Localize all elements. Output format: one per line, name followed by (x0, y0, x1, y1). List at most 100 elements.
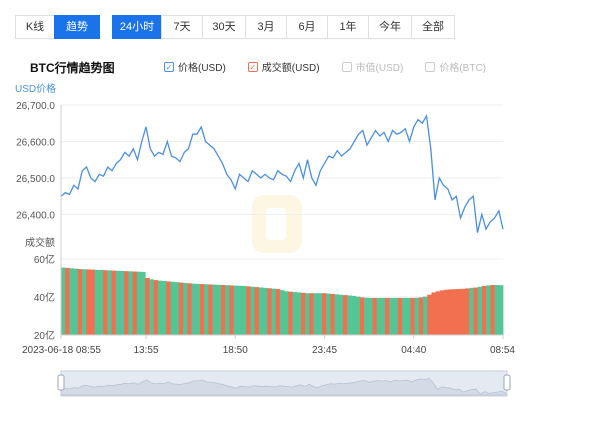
volume-bar (69, 268, 75, 335)
x-tick-label: 08:54 (490, 345, 515, 356)
volume-bar (423, 296, 428, 335)
volume-bar (330, 293, 336, 335)
volume-bar (448, 289, 453, 335)
volume-bar (258, 287, 264, 335)
volume-bar (124, 271, 129, 335)
volume-bar (498, 285, 504, 335)
volume-bar (220, 285, 226, 335)
volume-bar (321, 293, 327, 335)
volume-bar (431, 292, 437, 335)
x-tick-label: 04:40 (401, 345, 426, 356)
volume-bar (351, 295, 357, 335)
volume-bar (242, 285, 247, 335)
volume-bar (271, 288, 277, 335)
volume-bar (359, 297, 365, 335)
legend-marketcap-usd[interactable]: ✓ 市值(USD) (341, 59, 403, 74)
volume-bar (170, 281, 176, 335)
volume-bar (460, 288, 466, 335)
volume-bar (77, 269, 83, 335)
navigator-preview-line (60, 378, 507, 396)
volume-bar (149, 279, 155, 335)
tab-kline[interactable]: K线 (15, 15, 55, 39)
volume-bar (82, 269, 87, 335)
legend-label: 成交额(USD) (261, 63, 320, 74)
volume-bar (372, 297, 378, 335)
price-y-tick-label: 26,400.0 (16, 210, 55, 221)
price-y-axis-label: USD价格 (15, 82, 56, 95)
volume-bar (65, 267, 70, 335)
checkbox-checked-icon: ✓ (164, 61, 174, 72)
volume-bar (284, 291, 289, 335)
volume-bar (90, 269, 96, 335)
volume-bar (107, 270, 112, 335)
volume-bar (212, 284, 218, 335)
volume-bar (439, 290, 445, 335)
tab-24h[interactable]: 24小时 (112, 15, 162, 39)
volume-bar (418, 297, 424, 335)
volume-bar (397, 297, 403, 335)
volume-bar (444, 289, 449, 335)
volume-bar (73, 268, 79, 335)
volume-bar (385, 297, 390, 335)
volume-y-tick-label: 20亿 (34, 329, 55, 342)
checkbox-unchecked-icon: ✓ (341, 61, 352, 72)
legend-volume-usd[interactable]: ✓ 成交额(USD) (247, 59, 320, 74)
tab-trend[interactable]: 趋势 (54, 15, 100, 39)
volume-bar (140, 271, 146, 335)
volume-bar (338, 294, 344, 335)
legend-price-usd[interactable]: ✓ 价格(USD) (164, 59, 226, 74)
watermark-logo (252, 195, 302, 253)
volume-bar (103, 270, 108, 335)
volume-bar (300, 292, 306, 335)
volume-y-tick-label: 40亿 (34, 291, 55, 304)
volume-bar (61, 267, 66, 335)
volume-bar (343, 295, 348, 335)
tab-all[interactable]: 全部 (411, 15, 455, 39)
volume-bar (380, 297, 386, 335)
volume-bar (347, 295, 352, 335)
volume-bar (162, 281, 167, 335)
volume-y-axis-label: 成交额 (25, 236, 55, 249)
volume-bar (368, 297, 373, 335)
tab-1y[interactable]: 1年 (327, 15, 369, 39)
x-tick-label: 13:55 (133, 345, 158, 356)
navigator-right-handle[interactable] (503, 374, 511, 391)
chart-mode-tabs: K线 趋势 (15, 15, 100, 39)
volume-bar (208, 284, 213, 335)
volume-bar (292, 292, 298, 335)
volume-bar (111, 270, 117, 335)
volume-bar (473, 287, 479, 335)
volume-bar (481, 285, 487, 335)
time-range-navigator[interactable] (57, 370, 511, 397)
volume-bar (267, 288, 272, 335)
price-y-tick-label: 26,600.0 (16, 137, 55, 148)
volume-bar (86, 269, 91, 335)
volume-bar (174, 282, 180, 335)
volume-bar (490, 285, 495, 335)
tab-30d[interactable]: 30天 (202, 15, 246, 39)
checkbox-checked-icon: ✓ (247, 61, 258, 72)
volume-bar (199, 284, 205, 335)
price-series-line (60, 113, 504, 233)
tab-6m[interactable]: 6月 (286, 15, 328, 39)
volume-bar (414, 297, 420, 335)
legend-label: 价格(BTC) (439, 63, 487, 74)
legend-label: 价格(USD) (178, 63, 226, 74)
volume-bar (191, 283, 197, 335)
volume-bar (326, 293, 331, 335)
price-y-tick-label: 26,500.0 (16, 174, 55, 185)
x-tick-label: 18:50 (223, 345, 248, 356)
volume-bar (486, 285, 491, 335)
volume-bar (204, 284, 209, 335)
volume-bar (187, 283, 192, 335)
volume-bar (254, 287, 260, 335)
tab-ytd[interactable]: 今年 (368, 15, 412, 39)
volume-bar (263, 287, 268, 335)
volume-bar (305, 293, 310, 335)
volume-bar (427, 294, 432, 335)
chart-title: BTC行情趋势图 (30, 61, 115, 75)
legend-price-btc[interactable]: ✓ 价格(BTC) (425, 59, 486, 74)
volume-bar (229, 285, 234, 335)
volume-bar (313, 293, 319, 335)
navigator-left-handle[interactable] (57, 374, 65, 391)
